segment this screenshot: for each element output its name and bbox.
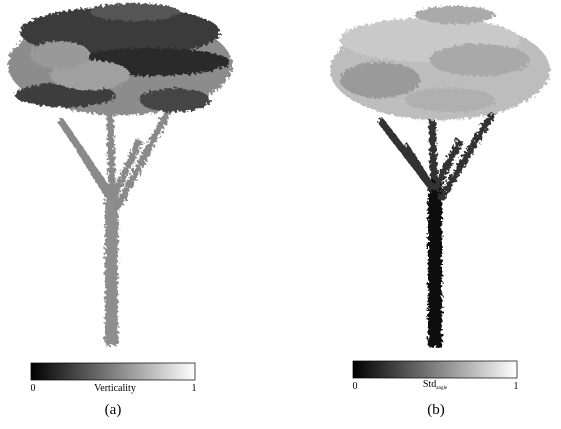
- colorbar-max: 1: [192, 383, 197, 394]
- colorbar-b: 0 Stdangle 1: [352, 360, 519, 392]
- colorbar-max: 1: [514, 381, 519, 392]
- caption: (a): [105, 402, 122, 418]
- colorbar-min: 0: [353, 381, 358, 392]
- tree-b: [330, 6, 550, 347]
- colorbar-label: Stdangle: [423, 379, 448, 391]
- caption: (b): [427, 402, 445, 418]
- color-ramp: [30, 362, 196, 381]
- label-main: Std: [423, 379, 436, 390]
- label-subscript: angle: [436, 386, 448, 391]
- tree-a: [8, 3, 232, 345]
- colorbar-label: Verticality: [94, 383, 136, 394]
- color-ramp: [352, 360, 518, 379]
- colorbar-min: 0: [31, 383, 36, 394]
- colorbar-a: 0 Verticality 1: [30, 362, 197, 394]
